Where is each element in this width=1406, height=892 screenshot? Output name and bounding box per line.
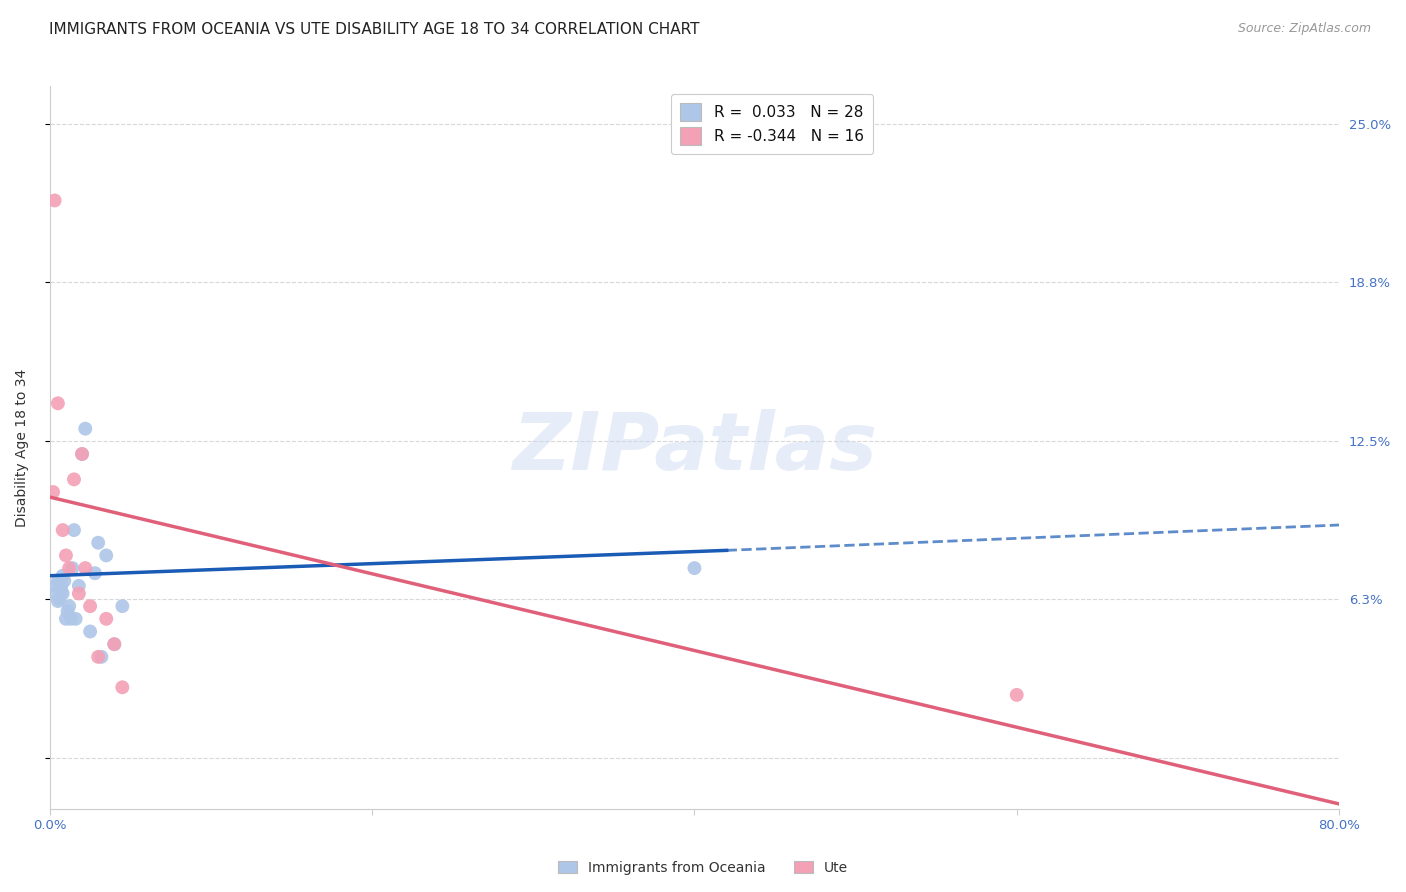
Point <box>683 561 706 575</box>
Point <box>75 561 97 575</box>
Point <box>58 561 80 575</box>
Point <box>46 396 69 410</box>
Point <box>63 523 86 537</box>
Point <box>103 637 125 651</box>
Point <box>46 574 69 588</box>
Point <box>96 612 118 626</box>
Point <box>65 612 87 626</box>
Point <box>87 535 110 549</box>
Point <box>42 485 65 500</box>
Point <box>45 579 67 593</box>
Point <box>58 599 80 614</box>
Point <box>63 472 86 486</box>
Point <box>70 447 93 461</box>
Point <box>52 568 75 582</box>
Text: Source: ZipAtlas.com: Source: ZipAtlas.com <box>1237 22 1371 36</box>
Point <box>67 579 90 593</box>
Text: ZIPatlas: ZIPatlas <box>512 409 877 487</box>
Point <box>44 194 66 208</box>
Point <box>44 586 66 600</box>
Point <box>103 637 125 651</box>
Point <box>96 549 118 563</box>
Point <box>70 447 93 461</box>
Point <box>49 579 72 593</box>
Point <box>67 586 90 600</box>
Legend: R =  0.033   N = 28, R = -0.344   N = 16: R = 0.033 N = 28, R = -0.344 N = 16 <box>671 94 873 153</box>
Point <box>1005 688 1028 702</box>
Point <box>48 591 70 606</box>
Point <box>75 422 97 436</box>
Point <box>52 523 75 537</box>
Text: IMMIGRANTS FROM OCEANIA VS UTE DISABILITY AGE 18 TO 34 CORRELATION CHART: IMMIGRANTS FROM OCEANIA VS UTE DISABILIT… <box>49 22 700 37</box>
Y-axis label: Disability Age 18 to 34: Disability Age 18 to 34 <box>15 368 30 527</box>
Point <box>53 574 76 588</box>
Legend: Immigrants from Oceania, Ute: Immigrants from Oceania, Ute <box>553 855 853 880</box>
Point <box>52 586 75 600</box>
Point <box>56 604 79 618</box>
Point <box>84 566 107 581</box>
Point <box>59 612 82 626</box>
Point <box>79 599 101 614</box>
Point <box>60 561 83 575</box>
Point <box>46 594 69 608</box>
Point <box>55 612 77 626</box>
Point <box>90 649 112 664</box>
Point <box>87 649 110 664</box>
Point <box>79 624 101 639</box>
Point <box>49 583 72 598</box>
Point <box>111 599 134 614</box>
Point <box>111 680 134 694</box>
Point <box>55 549 77 563</box>
